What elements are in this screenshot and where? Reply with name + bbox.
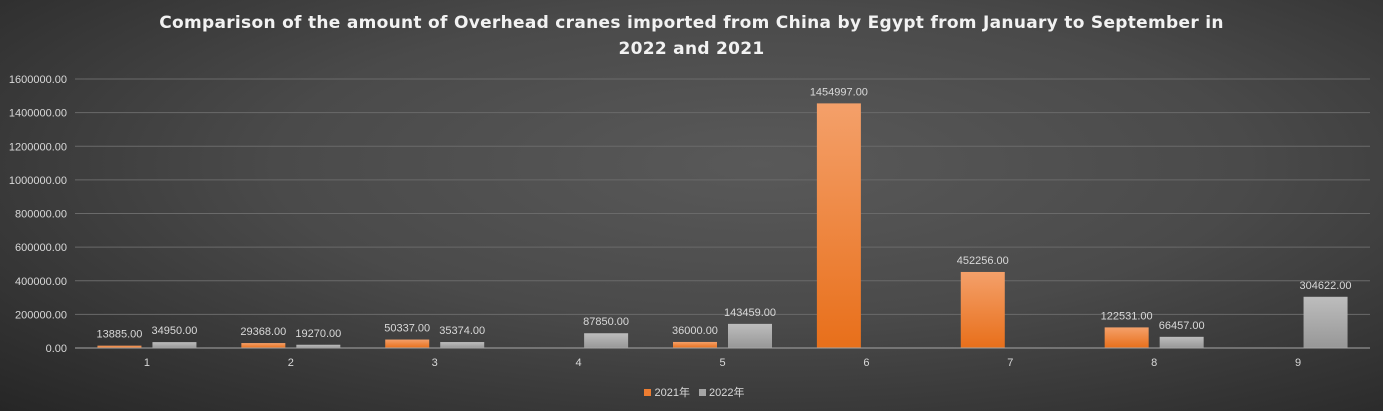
data-label: 29368.00	[240, 326, 286, 338]
bar-2021年	[241, 343, 286, 348]
y-tick-label: 200000.00	[15, 309, 67, 321]
data-label: 36000.00	[672, 325, 718, 337]
data-label: 13885.00	[96, 329, 142, 341]
x-axis: 1 2 3 4 5 6 7 8 9	[75, 347, 1370, 369]
y-tick-label: 1400000.00	[9, 108, 67, 120]
data-label: 452256.00	[957, 255, 1009, 267]
chart-title: Comparison of the amount of Overhead cra…	[0, 10, 1383, 62]
data-label: 122531.00	[1101, 310, 1153, 322]
data-label: 19270.00	[295, 328, 341, 340]
bar-2021年	[816, 103, 861, 348]
bars	[97, 103, 1348, 348]
legend-label-2021: 2021年	[654, 387, 690, 399]
bar-2022年	[1303, 296, 1348, 348]
bar-2021年	[385, 339, 430, 348]
x-tick-label: 1	[144, 357, 150, 369]
bar-2022年	[728, 323, 772, 348]
bar-2021年	[960, 271, 1005, 348]
x-tick-label: 8	[1151, 357, 1157, 369]
y-axis: 0.00 200000.00 400000.00 600000.00 800000.00…	[9, 74, 67, 355]
x-tick-label: 5	[719, 357, 725, 369]
gridlines	[75, 78, 1370, 315]
bar-2022年	[584, 333, 629, 348]
data-label: 35374.00	[439, 325, 485, 337]
x-tick-label: 3	[432, 357, 438, 369]
bar-2022年	[296, 344, 341, 348]
bar-2021年	[673, 341, 717, 348]
data-label: 34950.00	[151, 325, 197, 337]
bar-2022年	[1159, 336, 1204, 348]
y-tick-label: 1600000.00	[9, 74, 67, 86]
data-label: 1454997.00	[810, 86, 868, 98]
bar-2021年	[97, 345, 142, 348]
legend: 2021年 2022年	[0, 384, 1383, 400]
y-tick-label: 1200000.00	[9, 141, 67, 153]
y-tick-label: 400000.00	[15, 276, 67, 288]
bar-2022年	[440, 342, 485, 348]
y-tick-label: 0.00	[46, 343, 67, 355]
data-label: 304622.00	[1300, 280, 1352, 292]
x-tick-label: 4	[576, 357, 582, 369]
data-label: 50337.00	[384, 323, 430, 335]
y-tick-label: 800000.00	[15, 209, 67, 221]
chart-title-line-2: 2022 and 2021	[618, 39, 765, 59]
data-label: 66457.00	[1159, 320, 1205, 332]
y-tick-label: 600000.00	[15, 242, 67, 254]
data-labels: 13885.00 34950.00 29368.00 19270.00 50337.00…	[96, 86, 1351, 340]
legend-label-2022: 2022年	[709, 387, 745, 399]
chart-title-line-1: Comparison of the amount of Overhead cra…	[159, 13, 1224, 33]
x-tick-label: 7	[1007, 357, 1013, 369]
y-tick-label: 1000000.00	[9, 175, 67, 187]
legend-swatch-2022	[699, 388, 707, 396]
x-tick-label: 9	[1295, 357, 1301, 369]
legend-swatch-2021	[644, 388, 652, 396]
data-label: 87850.00	[583, 316, 629, 328]
bar-2022年	[152, 342, 197, 348]
x-tick-label: 2	[288, 357, 294, 369]
bar-2021年	[1104, 327, 1149, 348]
data-label: 143459.00	[724, 307, 776, 319]
x-tick-label: 6	[863, 357, 869, 369]
